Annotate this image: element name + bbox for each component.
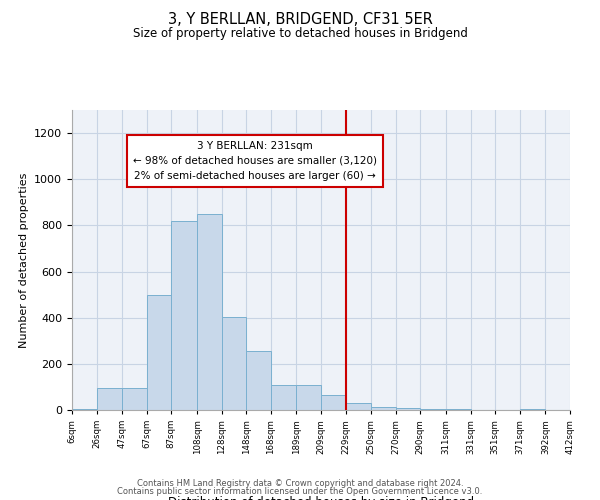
Bar <box>321 395 346 410</box>
Bar <box>72 409 97 410</box>
Bar <box>246 351 271 410</box>
Text: 3, Y BERLLAN, BRIDGEND, CF31 5ER: 3, Y BERLLAN, BRIDGEND, CF31 5ER <box>167 12 433 28</box>
Text: Contains HM Land Registry data © Crown copyright and database right 2024.: Contains HM Land Registry data © Crown c… <box>137 478 463 488</box>
Bar <box>296 384 321 410</box>
Bar <box>520 409 545 410</box>
Bar <box>97 388 122 410</box>
Bar <box>271 384 296 410</box>
Text: 3 Y BERLLAN: 231sqm
← 98% of detached houses are smaller (3,120)
2% of semi-deta: 3 Y BERLLAN: 231sqm ← 98% of detached ho… <box>133 141 377 180</box>
Y-axis label: Number of detached properties: Number of detached properties <box>19 172 29 348</box>
Bar <box>172 221 197 410</box>
Bar <box>221 316 246 410</box>
Bar <box>446 409 470 410</box>
Bar <box>147 294 172 410</box>
Bar <box>346 403 371 410</box>
Bar <box>122 388 147 410</box>
X-axis label: Distribution of detached houses by size in Bridgend: Distribution of detached houses by size … <box>168 496 474 500</box>
Bar <box>371 406 396 410</box>
Bar <box>421 409 446 410</box>
Bar <box>396 408 421 410</box>
Text: Contains public sector information licensed under the Open Government Licence v3: Contains public sector information licen… <box>118 487 482 496</box>
Text: Size of property relative to detached houses in Bridgend: Size of property relative to detached ho… <box>133 28 467 40</box>
Bar <box>197 214 221 410</box>
